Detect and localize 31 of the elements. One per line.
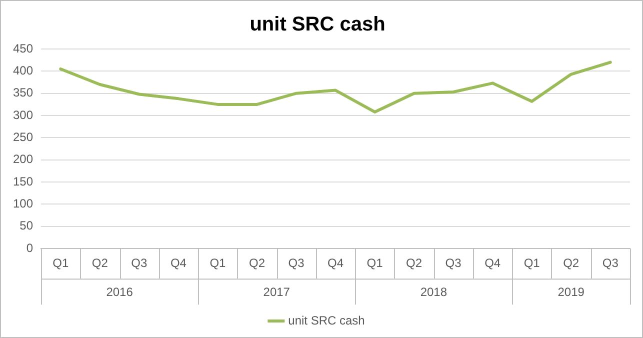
y-tick-label: 0 bbox=[26, 240, 34, 255]
y-tick-label: 450 bbox=[12, 41, 34, 56]
y-tick-label: 300 bbox=[12, 108, 34, 122]
chart-title: unit SRC cash bbox=[250, 14, 386, 36]
y-tick-label: 150 bbox=[12, 174, 34, 188]
text: 2016 bbox=[106, 284, 134, 299]
y-tick-label: 400 bbox=[12, 63, 34, 78]
y-tick-label: 50 bbox=[20, 218, 34, 233]
x-tick-label: Q3 bbox=[602, 256, 619, 270]
x-tick-label: Q1 bbox=[210, 256, 226, 270]
y-tick-label: 100 bbox=[12, 196, 34, 211]
text: 2018 bbox=[420, 284, 448, 299]
x-tick-label: Q2 bbox=[406, 256, 422, 270]
y-tick-label: 250 bbox=[12, 130, 34, 144]
x-tick-label: Q1 bbox=[524, 256, 540, 270]
y-tick-label: 200 bbox=[12, 152, 34, 166]
text: 2017 bbox=[263, 284, 290, 299]
x-tick-label: Q4 bbox=[484, 256, 501, 270]
y-tick-label: 350 bbox=[12, 86, 34, 100]
x-tick-label: Q4 bbox=[328, 256, 344, 270]
legend-label: unit SRC cash bbox=[288, 313, 365, 328]
x-tick-label: Q4 bbox=[170, 256, 187, 270]
x-tick-label: Q3 bbox=[288, 256, 305, 270]
x-tick-label: Q1 bbox=[366, 256, 384, 270]
x-tick-label: Q2 bbox=[92, 256, 108, 270]
x-tick-label: Q3 bbox=[131, 256, 148, 270]
x-tick-label: Q3 bbox=[445, 256, 462, 270]
x-tick-label: Q2 bbox=[248, 256, 266, 270]
x-tick-label: Q2 bbox=[563, 256, 580, 270]
x-tick-label: Q1 bbox=[52, 256, 69, 270]
text: 2019 bbox=[558, 284, 585, 299]
